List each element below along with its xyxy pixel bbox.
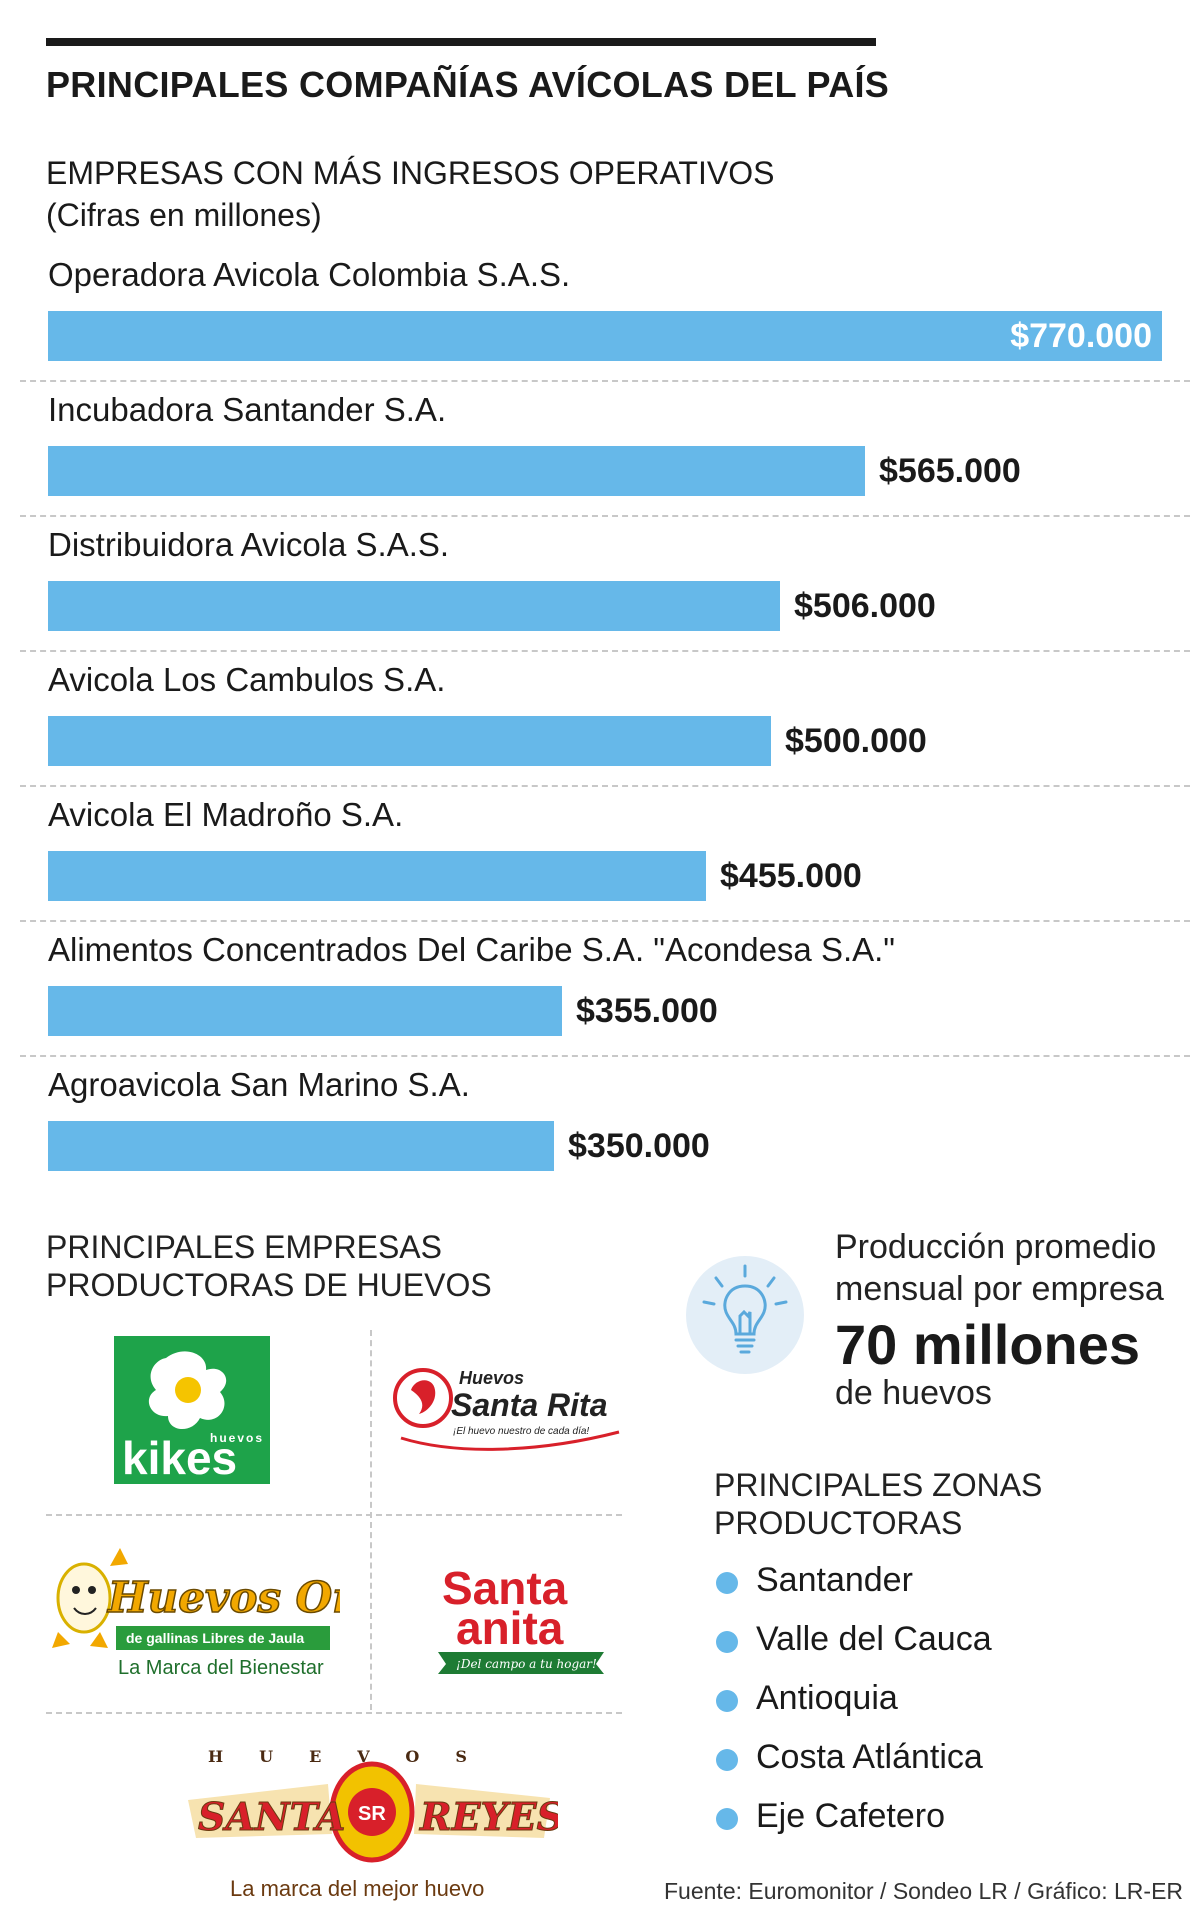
santa-anita-logo: Santa anita ¡Del campo a tu hogar! xyxy=(434,1560,608,1679)
zones-title-line1: PRINCIPALES ZONAS xyxy=(714,1467,1043,1503)
egg-producers-title-line2: PRODUCTORAS DE HUEVOS xyxy=(46,1267,492,1303)
logo-grid-divider-middle xyxy=(46,1514,622,1516)
revenue-bar xyxy=(48,986,562,1036)
chart-title: EMPRESAS CON MÁS INGRESOS OPERATIVOS xyxy=(46,155,775,191)
production-line3: de huevos xyxy=(835,1374,992,1412)
svg-text:¡El huevo nuestro de cada día!: ¡El huevo nuestro de cada día! xyxy=(453,1426,589,1437)
revenue-value-label: $355.000 xyxy=(576,992,718,1030)
company-label: Agroavicola San Marino S.A. xyxy=(48,1066,470,1103)
huevos-oro-logo: Huevos Oro de gallinas Libres de Jaula L… xyxy=(50,1536,383,1691)
production-figure: 70 millones xyxy=(835,1313,1141,1376)
svg-text:de gallinas Libres de Jaula: de gallinas Libres de Jaula xyxy=(126,1630,304,1646)
svg-text:anita: anita xyxy=(456,1602,564,1654)
row-divider xyxy=(20,515,1190,517)
svg-text:HUEVOS: HUEVOS xyxy=(208,1747,503,1766)
logo-grid-divider-bottom xyxy=(46,1712,622,1714)
svg-text:SR: SR xyxy=(358,1803,386,1825)
zone-label: Antioquia xyxy=(756,1679,898,1717)
svg-text:SANTA: SANTA xyxy=(198,1794,345,1839)
revenue-bar xyxy=(48,446,865,496)
revenue-bar xyxy=(48,581,780,631)
revenue-value-label: $500.000 xyxy=(785,722,927,760)
revenue-value-label: $506.000 xyxy=(794,587,936,625)
revenue-value-label: $770.000 xyxy=(1010,317,1152,355)
chart-title-block: EMPRESAS CON MÁS INGRESOS OPERATIVOS (Ci… xyxy=(46,152,774,236)
svg-text:Huevos Oro: Huevos Oro xyxy=(107,1573,340,1622)
kikes-logo: huevos kikes xyxy=(114,1336,270,1489)
company-label: Operadora Avicola Colombia S.A.S. xyxy=(48,256,571,293)
revenue-bar xyxy=(48,716,771,766)
zones-title: PRINCIPALES ZONAS PRODUCTORAS xyxy=(714,1466,1042,1542)
revenue-value-label: $350.000 xyxy=(568,1127,710,1165)
company-label: Avicola Los Cambulos S.A. xyxy=(48,661,446,698)
revenue-bar xyxy=(48,851,706,901)
svg-text:Huevos: Huevos xyxy=(459,1368,524,1388)
bullet-dot-icon xyxy=(716,1749,738,1771)
santa-reyes-logo: HUEVOS SR SANTA REYES La marca del mejor… xyxy=(188,1734,565,1915)
zones-title-line2: PRODUCTORAS xyxy=(714,1505,963,1541)
revenue-bar xyxy=(48,1121,554,1171)
row-divider xyxy=(20,650,1190,652)
zone-label: Valle del Cauca xyxy=(756,1620,992,1658)
svg-text:¡Del campo a tu hogar!: ¡Del campo a tu hogar! xyxy=(456,1657,597,1671)
santa-rita-logo: Huevos Santa Rita ¡El huevo nuestro de c… xyxy=(393,1350,627,1465)
bullet-dot-icon xyxy=(716,1572,738,1594)
bullet-dot-icon xyxy=(716,1690,738,1712)
svg-text:La marca del mejor huevo: La marca del mejor huevo xyxy=(230,1876,484,1901)
row-divider xyxy=(20,920,1190,922)
logo-grid-divider-vertical xyxy=(370,1330,372,1710)
production-line2: mensual por empresa xyxy=(835,1270,1164,1308)
company-label: Incubadora Santander S.A. xyxy=(48,391,447,428)
svg-text:La Marca del Bienestar: La Marca del Bienestar xyxy=(118,1657,324,1679)
source-note: Fuente: Euromonitor / Sondeo LR / Gráfic… xyxy=(664,1878,1184,1904)
bullet-dot-icon xyxy=(716,1808,738,1830)
top-rule xyxy=(46,38,876,46)
row-divider xyxy=(20,785,1190,787)
row-divider xyxy=(20,380,1190,382)
zone-label: Costa Atlántica xyxy=(756,1738,983,1776)
egg-producers-title-line1: PRINCIPALES EMPRESAS xyxy=(46,1229,442,1265)
page-title: PRINCIPALES COMPAÑÍAS AVÍCOLAS DEL PAÍS xyxy=(46,64,890,105)
svg-text:Santa: Santa xyxy=(442,1562,568,1614)
zone-label: Santander xyxy=(756,1561,913,1599)
revenue-value-label: $565.000 xyxy=(879,452,1021,490)
revenue-value-label: $455.000 xyxy=(720,857,862,895)
svg-text:Santa Rita: Santa Rita xyxy=(451,1387,607,1423)
row-divider xyxy=(20,1055,1190,1057)
company-label: Distribuidora Avicola S.A.S. xyxy=(48,526,450,563)
egg-producers-title: PRINCIPALES EMPRESAS PRODUCTORAS DE HUEV… xyxy=(46,1228,492,1304)
revenue-bar xyxy=(48,311,1162,361)
company-label: Avicola El Madroño S.A. xyxy=(48,796,404,833)
bullet-dot-icon xyxy=(716,1631,738,1653)
svg-text:REYES: REYES xyxy=(419,1794,558,1839)
svg-text:kikes: kikes xyxy=(122,1432,237,1484)
zone-label: Eje Cafetero xyxy=(756,1797,945,1835)
company-label: Alimentos Concentrados Del Caribe S.A. "… xyxy=(48,931,896,968)
chart-subtitle: (Cifras en millones) xyxy=(46,197,322,233)
production-line1: Producción promedio xyxy=(835,1228,1157,1266)
lightbulb-icon xyxy=(686,1256,804,1374)
svg-text:huevos: huevos xyxy=(210,1431,264,1445)
